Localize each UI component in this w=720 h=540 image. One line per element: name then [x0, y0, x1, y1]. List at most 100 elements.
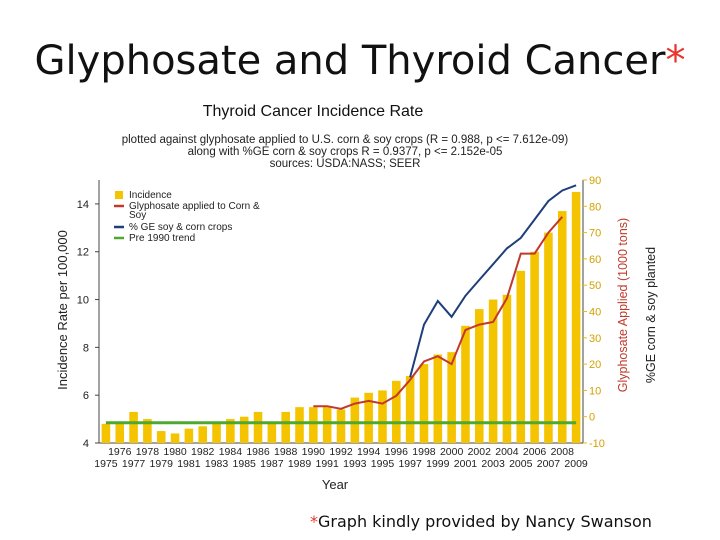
incidence-bar	[212, 421, 221, 443]
left-tick-label: 4	[83, 438, 89, 450]
x-tick-label-upper: 1990	[302, 446, 326, 458]
x-tick-label-lower: 1977	[122, 458, 146, 470]
incidence-bar	[198, 426, 208, 443]
incidence-bar	[516, 270, 526, 443]
right-tick-label: 30	[589, 333, 601, 345]
x-tick-label-upper: 1996	[385, 446, 409, 458]
incidence-bar	[544, 232, 553, 443]
x-tick-label-upper: 1978	[136, 446, 160, 458]
incidence-bar	[267, 421, 277, 443]
incidence-bar	[115, 421, 125, 443]
incidence-bar	[281, 411, 290, 443]
right-tick-label: 80	[589, 201, 601, 213]
x-tick-label-upper: 2006	[523, 446, 547, 458]
x-tick-label-upper: 1992	[329, 446, 353, 458]
x-tick-label-lower: 1995	[371, 458, 395, 470]
x-tick-label-lower: 1975	[94, 458, 118, 470]
x-tick-label-lower: 1979	[150, 458, 174, 470]
x-tick-label-lower: 1983	[205, 458, 229, 470]
x-tick-label-lower: 2003	[481, 458, 505, 470]
right-tick-label: 50	[589, 280, 601, 292]
x-tick-label-upper: 1980	[163, 446, 187, 458]
right-tick-label: 20	[589, 359, 601, 371]
incidence-bar	[405, 376, 415, 443]
incidence-bar	[447, 352, 456, 443]
right-tick-label: 40	[589, 307, 601, 319]
incidence-bar	[143, 419, 152, 443]
legend-swatch	[115, 191, 123, 199]
right-axis-label-ge: %GE corn & soy planted	[644, 247, 658, 383]
x-tick-label-lower: 2001	[454, 458, 478, 470]
incidence-bar	[156, 431, 166, 443]
credit-note: *Graph kindly provided by Nancy Swanson	[310, 512, 652, 531]
x-tick-label-upper: 2000	[440, 446, 464, 458]
right-axis-label-glyphosate: Glyphosate Applied (1000 tons)	[616, 218, 630, 392]
incidence-bar	[378, 390, 387, 443]
incidence-bar	[433, 354, 443, 443]
incidence-bar	[474, 309, 484, 443]
incidence-bar	[336, 409, 346, 443]
chart-subtitle-line: along with %GE corn & soy crops R = 0.93…	[188, 146, 503, 158]
x-tick-label-upper: 1986	[246, 446, 270, 458]
incidence-bar	[101, 423, 111, 443]
incidence-bar	[502, 294, 512, 443]
left-axis-label: Incidence Rate per 100,000	[55, 230, 70, 390]
x-tick-label-upper: 2002	[468, 446, 492, 458]
x-tick-label-upper: 1988	[274, 446, 298, 458]
right-tick-label: 10	[589, 385, 601, 397]
x-tick-label-upper: 2004	[495, 446, 519, 458]
x-axis-label: Year	[322, 477, 349, 492]
x-tick-label-lower: 1993	[343, 458, 367, 470]
incidence-bar	[350, 397, 360, 443]
incidence-bar	[530, 251, 539, 443]
incidence-bar	[419, 364, 429, 443]
incidence-bar	[392, 380, 401, 443]
legend-label: Glyphosate applied to Corn &	[129, 201, 260, 212]
left-tick-label: 6	[83, 390, 89, 402]
x-tick-label-lower: 1985	[233, 458, 257, 470]
x-tick-label-upper: 1984	[219, 446, 243, 458]
legend-label: % GE soy & corn crops	[129, 222, 232, 233]
incidence-bar	[170, 433, 180, 443]
right-tick-label: 0	[589, 412, 595, 424]
incidence-bar	[239, 416, 249, 443]
x-tick-label-lower: 1981	[177, 458, 201, 470]
incidence-bar	[488, 299, 498, 443]
right-tick-label: 90	[589, 175, 601, 187]
incidence-bar	[364, 392, 373, 443]
credit-asterisk: *	[310, 512, 318, 531]
incidence-bar	[253, 411, 263, 443]
glyphosate-line	[313, 216, 564, 410]
legend-label: Pre 1990 trend	[129, 233, 195, 244]
left-tick-label: 8	[83, 342, 89, 354]
x-tick-label-lower: 1999	[426, 458, 450, 470]
right-tick-label: -10	[589, 438, 605, 450]
x-tick-label-lower: 2009	[564, 458, 588, 470]
incidence-bar	[309, 407, 318, 443]
incidence-bar	[184, 428, 194, 443]
x-tick-label-upper: 1994	[357, 446, 381, 458]
chart-title: Thyroid Cancer Incidence Rate	[203, 103, 424, 120]
incidence-bar	[322, 407, 332, 443]
incidence-bar	[461, 325, 470, 443]
left-tick-label: 14	[77, 199, 89, 211]
slide-title-asterisk: *	[665, 38, 686, 84]
x-tick-label-upper: 1982	[191, 446, 215, 458]
left-tick-label: 12	[77, 247, 89, 259]
incidence-bar	[226, 419, 235, 443]
chart-area: Thyroid Cancer Incidence Rate plotted aga…	[55, 100, 675, 500]
x-tick-label-lower: 1989	[288, 458, 312, 470]
incidence-bar	[557, 211, 567, 443]
credit-text: Graph kindly provided by Nancy Swanson	[318, 512, 652, 531]
chart-subtitle-line: sources: USDA:NASS; SEER	[270, 158, 421, 170]
ge-crops-line	[409, 184, 577, 378]
x-tick-label-upper: 1998	[412, 446, 436, 458]
left-tick-label: 10	[77, 295, 89, 307]
right-tick-label: 60	[589, 254, 601, 266]
right-tick-label: 70	[589, 228, 601, 240]
legend-label: Incidence	[129, 190, 172, 201]
x-tick-label-upper: 2008	[551, 446, 575, 458]
incidence-bar	[129, 411, 138, 443]
slide-title-text: Glyphosate and Thyroid Cancer	[34, 38, 666, 84]
x-tick-label-lower: 1987	[260, 458, 284, 470]
